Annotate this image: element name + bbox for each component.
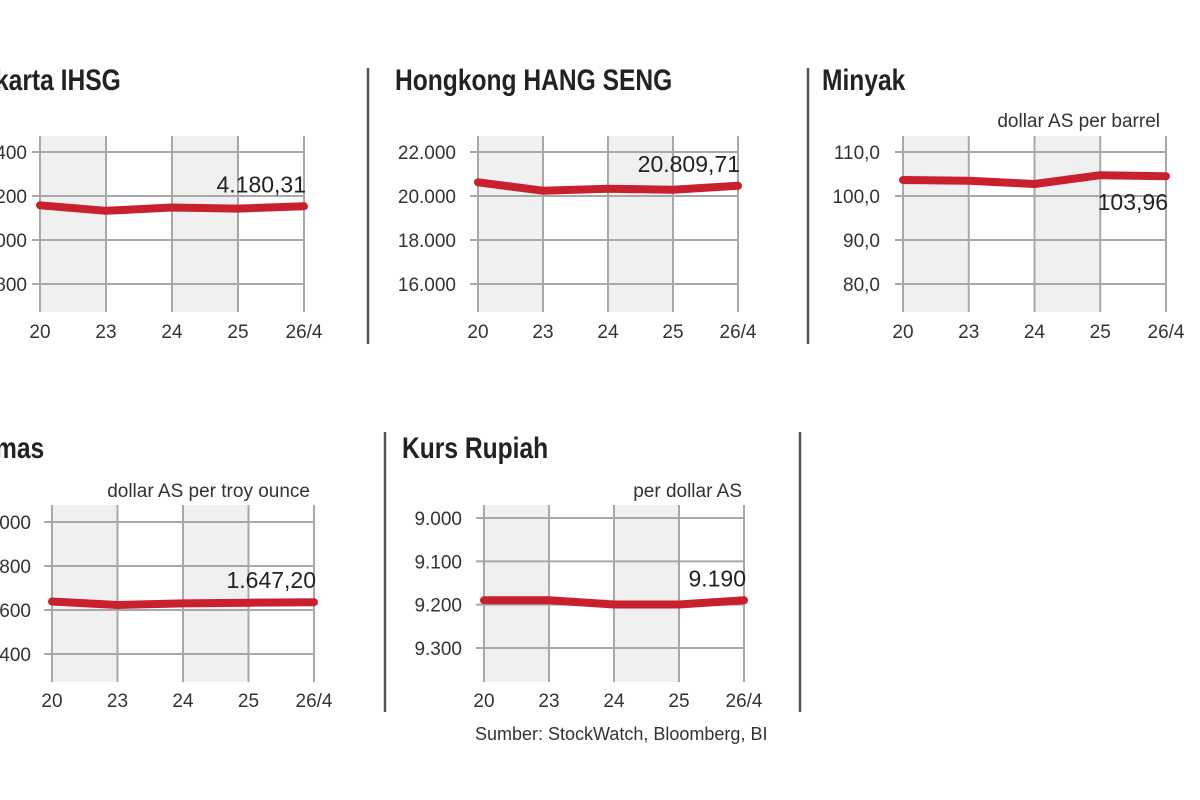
- chart-3-band-2: [1034, 136, 1101, 312]
- chart-1-title: karta IHSG: [0, 63, 121, 97]
- chart-1-ytick-3: 000: [0, 231, 27, 252]
- chart-4-xtick-3: 24: [172, 691, 194, 712]
- chart-5-ytick-3: 9.200: [414, 596, 462, 617]
- chart-4-unit-label: dollar AS per troy ounce: [107, 481, 310, 502]
- chart-2-xtick-1: 20: [467, 322, 488, 343]
- chart-5-ytick-2: 9.100: [414, 552, 462, 573]
- chart-1-last-value-label: 4.180,31: [216, 171, 306, 197]
- chart-2-ytick-2: 20.000: [398, 187, 456, 208]
- chart-5-title: Kurs Rupiah: [402, 431, 548, 465]
- chart-3-last-value-label: 103,96: [1098, 189, 1168, 215]
- chart-5-band-1: [484, 505, 549, 682]
- chart-3-ytick-3: 90,0: [843, 231, 880, 252]
- chart-5-xtick-1: 20: [473, 691, 494, 712]
- chart-4-title: mas: [0, 431, 44, 465]
- chart-1-xtick-2: 23: [95, 322, 116, 343]
- chart-5-band-2: [614, 505, 679, 682]
- chart-2-xtick-2: 23: [532, 322, 553, 343]
- chart-1-band-2: [172, 136, 238, 312]
- chart-5-unit-label: per dollar AS: [633, 481, 742, 502]
- chart-4-ytick-2: 800: [0, 557, 31, 578]
- chart-4-xtick-1: 20: [41, 691, 62, 712]
- chart-5-xtick-2: 23: [538, 691, 559, 712]
- chart-2-last-value-label: 20.809,71: [638, 151, 740, 177]
- chart-4-xtick-5: 26/4: [296, 691, 333, 712]
- chart-3-series-line: [899, 171, 1170, 188]
- chart-5-series-line: [480, 596, 748, 609]
- chart-3-xtick-1: 20: [892, 322, 913, 343]
- chart-4-xtick-4: 25: [238, 691, 259, 712]
- chart-3-ytick-4: 80,0: [843, 275, 880, 296]
- chart-4-band-2: [183, 505, 249, 682]
- chart-2-band-1: [478, 136, 543, 312]
- chart-1-ytick-1: 400: [0, 143, 27, 164]
- chart-3-xtick-5: 26/4: [1148, 322, 1185, 343]
- chart-1-xtick-1: 20: [29, 322, 50, 343]
- chart-5-xtick-4: 25: [668, 691, 689, 712]
- source-note: Sumber: StockWatch, Bloomberg, BI: [475, 724, 767, 744]
- chart-3-ytick-1: 110,0: [834, 143, 880, 164]
- chart-3-xtick-2: 23: [958, 322, 979, 343]
- chart-1-ytick-2: 200: [0, 187, 27, 208]
- chart-2-xtick-4: 25: [662, 322, 683, 343]
- chart-2-band-2: [608, 136, 673, 312]
- chart-5-ytick-4: 9.300: [414, 639, 462, 660]
- chart-4-xtick-2: 23: [107, 691, 128, 712]
- chart-3-ytick-2: 100,0: [832, 187, 880, 208]
- chart-1-series-line: [36, 201, 308, 215]
- chart-4-ytick-4: 400: [0, 645, 31, 666]
- chart-4-band-1: [52, 505, 118, 682]
- chart-1-xtick-5: 26/4: [286, 322, 323, 343]
- chart-2-ytick-3: 18.000: [398, 231, 456, 252]
- chart-1-ytick-4: 800: [0, 275, 27, 296]
- chart-3-xtick-3: 24: [1024, 322, 1046, 343]
- chart-1-xtick-4: 25: [227, 322, 248, 343]
- chart-2-ytick-1: 22.000: [398, 143, 456, 164]
- chart-4-ytick-3: 600: [0, 601, 31, 622]
- chart-4-series-line: [48, 597, 318, 609]
- chart-3-xtick-4: 25: [1090, 322, 1111, 343]
- chart-5-xtick-5: 26/4: [726, 691, 763, 712]
- chart-1-xtick-3: 24: [161, 322, 183, 343]
- chart-5-ytick-1: 9.000: [414, 509, 462, 530]
- chart-5-xtick-3: 24: [603, 691, 625, 712]
- chart-2-series-line: [474, 178, 742, 195]
- chart-3-unit-label: dollar AS per barrel: [997, 111, 1160, 132]
- chart-1-band-1: [40, 136, 106, 312]
- chart-2-ytick-4: 16.000: [398, 275, 456, 296]
- chart-4-ytick-1: 000: [0, 513, 31, 534]
- chart-4-last-value-label: 1.647,20: [226, 567, 316, 593]
- chart-3-title: Minyak: [822, 63, 906, 97]
- chart-3-band-1: [903, 136, 969, 312]
- chart-5-last-value-label: 9.190: [688, 565, 746, 591]
- chart-2-title: Hongkong HANG SENG: [395, 63, 672, 97]
- chart-2-xtick-3: 24: [597, 322, 619, 343]
- chart-2-xtick-5: 26/4: [720, 322, 757, 343]
